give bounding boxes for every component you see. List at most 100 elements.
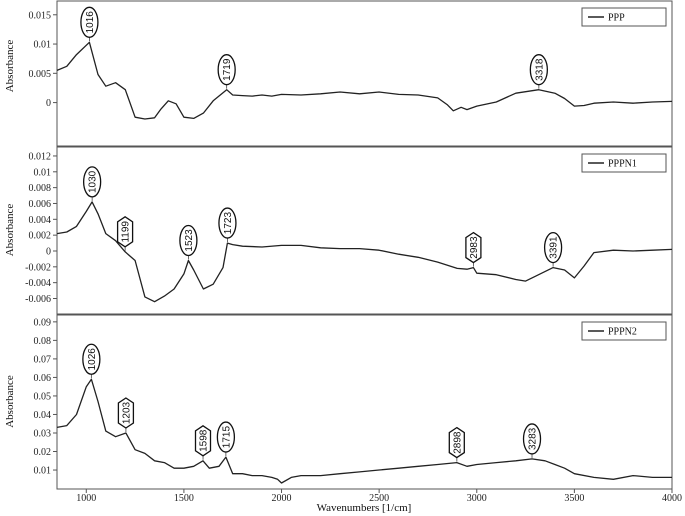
- peak-label-1723: 1723: [218, 207, 237, 243]
- y-tick-label: -0.002: [25, 262, 51, 273]
- y-axis-title: Absorbance: [4, 40, 16, 93]
- x-axis-title: Wavenumbers [1/cm]: [317, 502, 412, 514]
- peak-value: 3391: [549, 236, 560, 259]
- peak-badge: [194, 425, 212, 457]
- peak-label-1719: 1719: [217, 54, 236, 89]
- legend-label: PPPN2: [608, 327, 637, 338]
- peak-label-3391: 3391: [543, 231, 563, 267]
- peak-value: 1523: [184, 229, 195, 252]
- y-axis-title: Absorbance: [4, 375, 16, 428]
- peak-badge: [116, 216, 134, 248]
- peak-badge: [117, 397, 135, 429]
- chart-panels: 0 0.005 0.01 0.015 Absorbance PPP 1016 1719 3318…: [4, 0, 673, 490]
- legend-box: [581, 7, 667, 27]
- y-tick-label: 0.004: [29, 215, 52, 226]
- x-tick-label: 4000: [662, 493, 682, 504]
- peak-label-1030: 1030: [82, 166, 102, 201]
- y-tick-label: 0.006: [29, 199, 52, 210]
- y-tick-label: -0.006: [25, 294, 51, 305]
- y-tick-label: 0.01: [34, 40, 52, 51]
- peak-value: 3283: [528, 427, 539, 450]
- peak-label-2983: 2983: [465, 231, 482, 267]
- y-tick-label: 0.002: [29, 231, 52, 242]
- peak-badge: [82, 343, 101, 375]
- peak-label-3283: 3283: [522, 423, 542, 458]
- peak-value: 2983: [469, 236, 480, 259]
- peak-badge: [179, 224, 198, 257]
- x-axis: 1000 1500 2000 2500 3000 3500 4000: [76, 489, 682, 504]
- peak-badge: [522, 423, 542, 455]
- spectrum-line-pppn1: [56, 201, 673, 303]
- y-axis-title: Absorbance: [4, 204, 16, 257]
- x-tick-label: 2000: [272, 493, 292, 504]
- x-tick-label: 1500: [174, 493, 194, 504]
- y-tick-label: 0: [46, 246, 51, 257]
- peak-label-1715: 1715: [216, 421, 236, 457]
- panel-ppp: 0 0.005 0.01 0.015 Absorbance PPP 1016 1719 3318: [4, 0, 673, 147]
- peak-badge: [82, 166, 102, 198]
- peak-badge: [218, 207, 237, 239]
- y-tick-label: 0.02: [34, 447, 52, 458]
- peak-label-1203: 1203: [117, 397, 135, 432]
- y-tick-label: 0.01: [34, 466, 52, 477]
- peak-label-1016: 1016: [80, 6, 99, 42]
- peak-label-3318: 3318: [529, 54, 548, 89]
- panel-pppn1: -0.006 -0.004 -0.002 0 0.002 0.004 0.006 0.008 0…: [4, 146, 673, 315]
- y-tick-label: 0.08: [34, 336, 52, 347]
- y-tick-label: 0.005: [29, 69, 52, 80]
- peak-value: 1598: [199, 429, 210, 452]
- peak-label-1199: 1199: [116, 216, 134, 251]
- legend-ppp: PPP: [581, 7, 667, 27]
- peak-badge: [216, 421, 236, 453]
- y-tick-label: -0.004: [25, 278, 51, 289]
- y-tick-label: 0.05: [34, 391, 52, 402]
- legend-label: PPP: [608, 13, 625, 24]
- y-tick-label: 0.09: [34, 317, 52, 328]
- peak-label-2898: 2898: [448, 426, 465, 462]
- y-tick-label: 0.06: [34, 373, 52, 384]
- x-tick-label: 2500: [369, 493, 389, 504]
- peak-value: 1723: [223, 212, 234, 235]
- peak-badge: [80, 6, 99, 38]
- y-tick-label: 0.01: [34, 167, 52, 178]
- peak-value: 2898: [452, 431, 463, 454]
- x-tick-label: 3000: [467, 493, 487, 504]
- legend-label: PPPN1: [608, 159, 637, 170]
- peak-value: 1199: [121, 221, 132, 243]
- peak-value: 1715: [221, 426, 232, 449]
- x-tick-label: 3500: [564, 493, 584, 504]
- peak-value: 1016: [85, 11, 96, 34]
- peak-value: 1026: [87, 348, 98, 371]
- legend-box: [581, 321, 667, 341]
- peak-badge: [543, 231, 563, 264]
- peak-badge: [465, 231, 482, 264]
- peak-label-1523: 1523: [179, 224, 198, 260]
- panel-frame: [56, 0, 673, 147]
- legend-box: [581, 153, 667, 173]
- peak-label-1026: 1026: [82, 343, 101, 379]
- x-tick-label: 1000: [76, 493, 96, 504]
- legend-pppn1: PPPN1: [581, 153, 667, 173]
- y-tick-label: 0.04: [34, 410, 52, 421]
- peak-badge: [217, 54, 236, 86]
- panel-frame: [56, 314, 673, 490]
- peak-label-1598: 1598: [194, 425, 212, 460]
- peak-value: 3318: [534, 58, 545, 81]
- legend-pppn2: PPPN2: [581, 321, 667, 341]
- y-tick-label: 0.008: [29, 183, 52, 194]
- y-tick-label: 0.015: [29, 10, 52, 21]
- spectrum-line-pppn2: [56, 378, 672, 484]
- spectrum-line-ppp: [56, 41, 673, 120]
- panel-frame: [56, 146, 673, 315]
- y-tick-label: 0.03: [34, 428, 52, 439]
- y-tick-label: 0: [46, 98, 51, 109]
- panel-pppn2: 0.01 0.02 0.03 0.04 0.05 0.06 0.07 0.08 0.09 Abso…: [4, 314, 673, 490]
- peak-badge: [448, 426, 465, 459]
- peak-value: 1719: [222, 58, 233, 81]
- peak-value: 1203: [121, 401, 132, 424]
- peak-value: 1030: [88, 170, 99, 193]
- y-tick-label: 0.012: [29, 151, 52, 162]
- peak-badge: [529, 54, 548, 86]
- y-tick-label: 0.07: [34, 354, 52, 365]
